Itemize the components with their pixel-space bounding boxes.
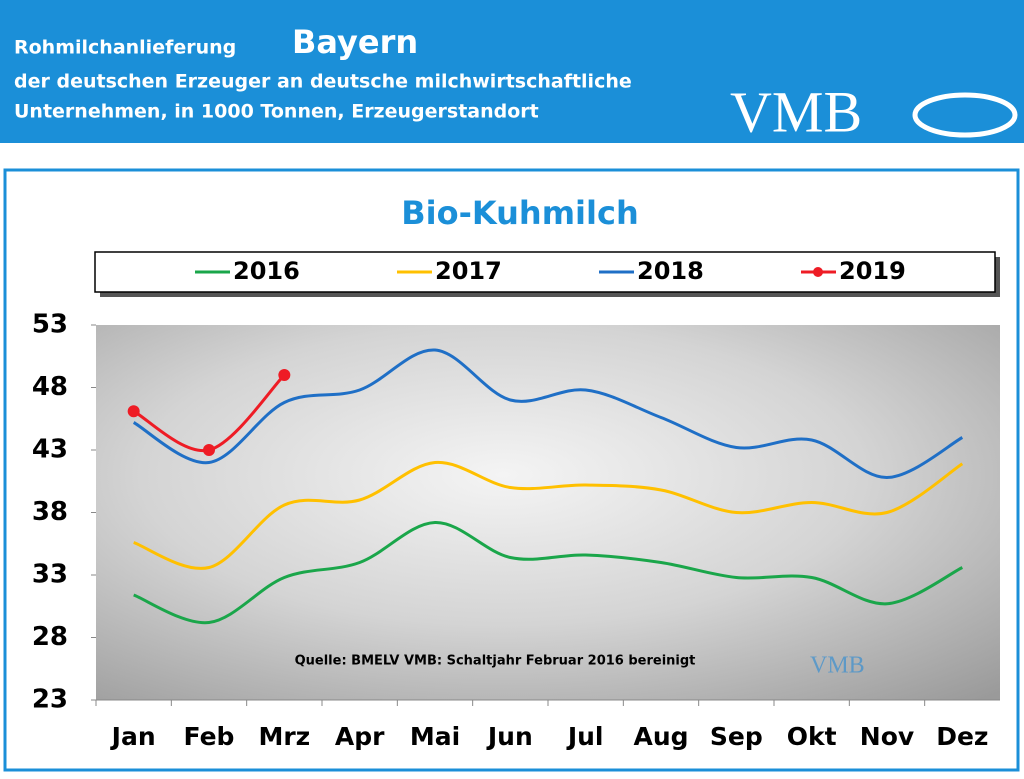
logo: VMB — [730, 79, 862, 144]
x-tick-label: Nov — [860, 722, 914, 751]
x-tick-label: Jan — [110, 722, 156, 751]
y-tick-label: 48 — [32, 372, 68, 402]
x-tick-label: Aug — [633, 722, 688, 751]
plot-area — [96, 325, 1000, 700]
x-tick-label: Jul — [566, 722, 604, 751]
chart-title: Bio-Kuhmilch — [401, 194, 638, 232]
y-tick-label: 33 — [32, 560, 68, 590]
header-band — [0, 0, 1024, 143]
legend-label: 2016 — [233, 257, 300, 285]
x-tick-label: Mai — [410, 722, 460, 751]
logo-swirl — [912, 92, 1018, 138]
header-line2: der deutschen Erzeuger an deutsche milch… — [14, 71, 632, 93]
legend-label: 2018 — [637, 257, 704, 285]
point — [127, 405, 140, 418]
x-tick-label: Sep — [710, 722, 763, 751]
legend-marker — [813, 267, 823, 277]
x-tick-label: Jun — [486, 722, 533, 751]
legend-label: 2017 — [435, 257, 502, 285]
series-line — [133, 460, 964, 570]
header-line3: Unternehmen, in 1000 Tonnen, Erzeugersta… — [14, 101, 539, 123]
series-line — [132, 348, 964, 480]
legend — [94, 251, 996, 293]
point — [278, 369, 291, 381]
legend-label: 2019 — [839, 257, 906, 285]
x-tick-label: Feb — [184, 722, 235, 751]
header-region: Bayern — [292, 23, 418, 61]
y-tick-label: 23 — [32, 685, 68, 715]
series-line — [133, 520, 964, 625]
x-tick-label: Apr — [335, 722, 385, 751]
y-tick-label: 53 — [32, 310, 68, 340]
x-tick-label: Dez — [936, 722, 988, 751]
y-tick-label: 38 — [32, 497, 68, 527]
point — [203, 444, 215, 456]
watermark-logo: VMB — [810, 653, 865, 679]
y-tick-label: 28 — [32, 622, 68, 652]
source-note: Quelle: BMELV VMB: Schaltjahr Februar 20… — [295, 654, 696, 669]
y-tick-label: 43 — [32, 435, 68, 465]
header-line1: Rohmilchanlieferung — [14, 37, 236, 59]
x-tick-label: Okt — [787, 722, 837, 751]
x-tick-label: Mrz — [258, 722, 310, 751]
